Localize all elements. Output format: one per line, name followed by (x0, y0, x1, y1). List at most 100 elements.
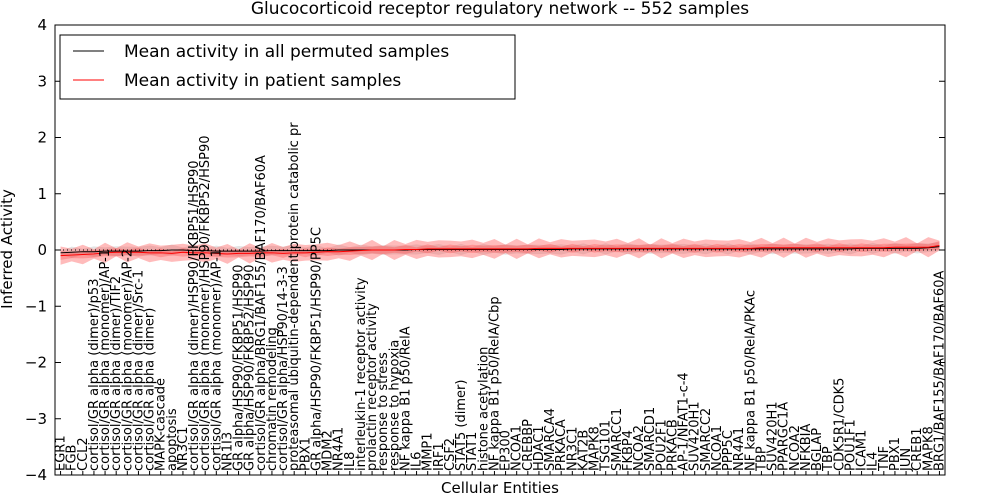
y-tick-label: 4 (37, 16, 47, 34)
x-tick-label: IL4 (866, 452, 881, 471)
x-tick-label: cortisol/GR alpha (dimer)/p53 (87, 279, 102, 471)
x-tick-label: NF kappa B1 p50/RelA (398, 326, 413, 471)
legend-box (59, 34, 516, 100)
x-tick-label: GR alpha/HSP90/FKBP51/HSP90 (232, 264, 247, 471)
x-tick-label: NR1I3 (220, 432, 235, 471)
x-tick-label: apoptosis (165, 408, 180, 471)
y-tick-label: −3 (25, 410, 47, 428)
x-tick-label: cortisol/GR alpha (dimer)/TIF2 (109, 276, 124, 471)
x-tick-label: chromatin remodeling (265, 327, 280, 471)
x-tick-label: CREB1 (910, 427, 925, 471)
x-tick-label: CDK5R1/CDK5 (832, 378, 847, 471)
y-tick-label: −1 (25, 297, 47, 315)
x-tick-label: FGB (65, 445, 80, 471)
y-axis-label: Inferred Activity (0, 189, 16, 309)
x-tick-label: response to stress (376, 352, 391, 471)
x-tick-label: NF kappa B1 p50/RelA/PKAc (743, 290, 758, 471)
x-tick-label: cortisol/GR alpha (dimer)/Src-1 (131, 270, 146, 471)
x-tick-label: cortisol/GR alpha/HSP90/14-3-3 (276, 266, 291, 471)
chart-title: Glucocorticoid receptor regulatory netwo… (251, 0, 749, 19)
x-tick-label: cortisol/GR alpha (monomer)/AP-1 (209, 249, 224, 471)
x-tick-label: SUV420H1 (688, 401, 703, 471)
x-tick-label: PRKACA (554, 419, 569, 471)
x-tick-label: CCL2 (76, 437, 91, 471)
x-tick-label: MAPK-cascade (154, 378, 169, 471)
x-tick-label: cortisol/GR alpha (dimer)/HSP90/FKBP51/H… (187, 160, 202, 471)
x-tick-label: TBP (821, 446, 836, 472)
x-tick-label: CSF2 (443, 438, 458, 471)
x-tick-label: cortisol/GR alpha (monomer)/HSP90/FKBP52… (198, 136, 213, 472)
x-tick-label: cortisol/GR alpha (monomer)/AP-2 (120, 249, 135, 471)
x-tick-label: NCOA1 (710, 425, 725, 471)
x-tick-label: ICAM1 (855, 430, 870, 471)
x-tick-label: NR4A1 (732, 427, 747, 471)
x-tick-label: proteasomal ubiquitin-dependent protein … (287, 122, 302, 471)
x-tick-label: MAPK8 (921, 426, 936, 471)
y-tick-label: −4 (25, 466, 47, 484)
x-tick-label: TSG101 (599, 420, 614, 472)
x-tick-label: POU2F1 (654, 419, 669, 471)
x-tick-label: SMARCA4 (543, 408, 558, 471)
x-tick-label: BGLAP (810, 428, 825, 471)
x-tick-label: interleukin-1 receptor activity (354, 277, 369, 471)
legend-label-patient: Mean activity in patient samples (124, 71, 401, 91)
x-tick-label: SMARCC1 (610, 408, 625, 471)
legend-label-permuted: Mean activity in all permuted samples (124, 42, 449, 62)
x-tick-label: NF kappa B1 p50/RelA/Cbp (487, 296, 502, 471)
x-tick-label: response to hypoxia (387, 340, 402, 471)
x-tick-label: MDM2 (321, 430, 336, 471)
x-tick-label: BRG1/BAF155/BAF170/BAF60A (932, 271, 947, 471)
x-tick-label: EP300 (499, 430, 514, 471)
x-tick-label: GR alpha/HSP90/FKBP52/HSP90 (243, 264, 258, 471)
x-tick-label: PBX1 (888, 437, 903, 471)
y-tick-label: 0 (37, 241, 47, 259)
x-tick-label: NR3C1 (176, 427, 191, 471)
line-layer (55, 245, 945, 257)
x-tick-label: AP-1/NFAT1-c-4 (677, 372, 692, 471)
x-tick-label: NCOA1 (510, 425, 525, 471)
x-tick-label: cortisol/GR alpha (monomer)/AP-1 (98, 249, 113, 471)
series-line-permuted (60, 246, 940, 254)
x-tick-label: NR3C1 (565, 427, 580, 471)
x-tick-label: SMARCD1 (643, 407, 658, 471)
x-tick-label: PBX1 (298, 437, 313, 471)
y-tick-layer: −4 −3 −2 −1 0 1 2 3 4 (25, 16, 945, 484)
band-mean-activity-in-patient-samples-1 (60, 237, 940, 265)
x-tick-label: MAPK8 (588, 426, 603, 471)
x-tick-label: PPARGC1A (777, 402, 792, 471)
x-tick-label: POU1F1 (843, 419, 858, 471)
x-tick-label: NR4A1 (332, 427, 347, 471)
x-tick-label: NCOA2 (632, 425, 647, 471)
y-tick-label: 1 (37, 185, 47, 203)
legend: Mean activity in all permuted samples Me… (59, 34, 516, 100)
x-tick-label: PRKACB (665, 419, 680, 471)
x-tick-label: NCOA2 (788, 425, 803, 471)
series-line-patient (60, 245, 940, 257)
x-tick-label: JUN (899, 448, 914, 472)
x-tick-label: MMP1 (421, 432, 436, 471)
x-tick-label: IL8 (343, 452, 358, 471)
y-tick-label: 3 (37, 72, 47, 90)
x-tick-label: STAT5 (dimer) (454, 380, 469, 471)
x-tick-label: PPP5C (721, 430, 736, 471)
x-tick-label: CREBBP (521, 419, 536, 471)
x-tick-label: KAT2B (576, 430, 591, 471)
x-axis-label: Cellular Entities (441, 479, 559, 497)
x-tick-label: IRF1 (432, 442, 447, 471)
x-tick-label: STAT1 (465, 432, 480, 471)
band-mean-activity-in-patient-samples-2 (60, 241, 940, 260)
x-tick-label: SMARCC2 (699, 408, 714, 471)
x-tick-label: TBP (754, 446, 769, 472)
x-tick-label: FKBP4 (621, 430, 636, 471)
x-tick-label: histone acetylation (476, 347, 491, 471)
x-tick-label: IL6 (410, 452, 425, 471)
x-tick-label: HDAC1 (532, 425, 547, 471)
y-tick-label: 2 (37, 129, 47, 147)
x-tick-label: TNF (877, 446, 892, 472)
x-tick-label: NFKBIA (799, 424, 814, 471)
x-tick-label: EGR1 (54, 435, 69, 471)
x-tick-label: SUV420H1 (766, 401, 781, 471)
x-tick-label: cortisol/GR alpha/BRG1/BAF155/BAF170/BAF… (254, 155, 269, 471)
